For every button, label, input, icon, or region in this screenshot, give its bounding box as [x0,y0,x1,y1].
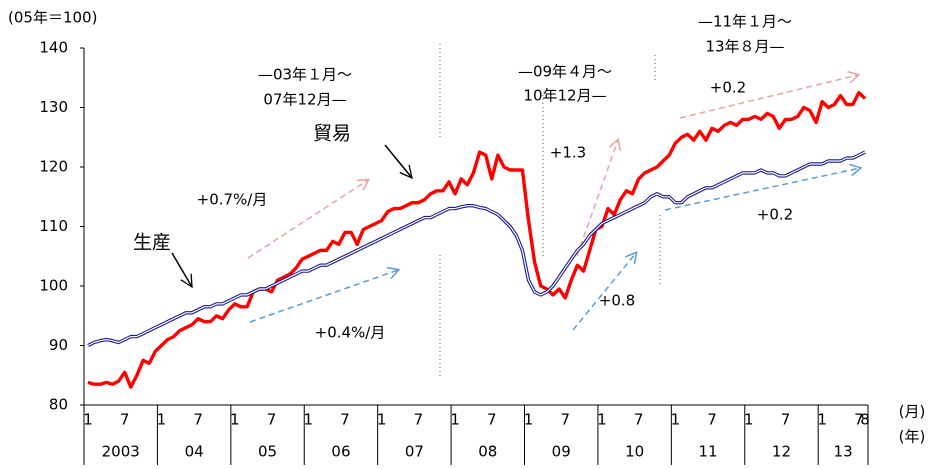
year-label: 13 [834,443,853,461]
x-tick-label: 1 [157,411,167,429]
year-label: 05 [258,443,277,461]
x-tick-label: 1 [377,411,387,429]
year-label: 06 [331,443,350,461]
trend-arrows [171,75,860,331]
year-label: 07 [405,443,424,461]
legend-label: 貿易 [313,123,351,145]
x-tick-label: 7 [193,411,203,429]
year-label: 11 [699,443,718,461]
annotation: +1.3 [550,144,586,162]
series-line [87,90,867,389]
month-unit: (月) [899,403,926,421]
year-label: 10 [625,443,644,461]
x-tick-label: 7 [340,411,350,429]
x-tick-label: 1 [303,411,313,429]
year-label: 08 [478,443,497,461]
series-line-inner [87,151,866,347]
y-tick-label: 90 [49,336,68,354]
y-axis-label: (05年＝100) [8,9,97,27]
x-tick-label: 1 [817,411,827,429]
annotation: —03年１月～ [258,66,352,84]
x-tick-label: 7 [414,411,424,429]
year-label: 12 [772,443,791,461]
x-tick-label: 1 [597,411,607,429]
x-tick-label: 7 [781,411,791,429]
annotation: 07年12月— [263,91,346,109]
y-tick-label: 100 [39,277,68,295]
annotation: —11年１月～ [698,13,792,31]
x-tick-label: 1 [83,411,93,429]
annotation: +0.2 [757,206,793,224]
x-tick-label: 1 [230,411,240,429]
annotation: +0.2 [710,79,746,97]
annotation: —09年４月～ [518,63,612,81]
annotation: +0.8 [599,292,635,310]
year-label: 04 [185,443,204,461]
y-tick-label: 130 [39,98,68,116]
x-tick-label: 1 [671,411,681,429]
year-label: 2003 [102,443,140,461]
y-tick-label: 140 [39,39,68,57]
year-label: 09 [552,443,571,461]
x-tick-label: 7 [707,411,717,429]
x-tick-label: 1 [744,411,754,429]
x-tick-label: 7 [854,411,864,429]
x-tick-label: 7 [487,411,497,429]
legend-label: 生産 [133,232,171,254]
annotation: +0.4%/月 [315,324,386,342]
x-tick-label: 1 [450,411,460,429]
y-tick-label: 120 [39,158,68,176]
x-tick-label: 8 [860,411,870,429]
x-tick-label: 7 [560,411,570,429]
x-tick-label: 7 [120,411,130,429]
annotation: 13年８月— [705,38,784,56]
annotation: 10年12月— [523,87,606,105]
y-tick-label: 110 [39,217,68,235]
x-tick-label: 7 [634,411,644,429]
y-tick-label: 80 [49,396,68,414]
x-tick-label: 7 [267,411,277,429]
annotation: +0.7%/月 [197,191,268,209]
x-tick-label: 1 [524,411,534,429]
series-line [87,150,866,348]
year-unit: (年) [899,428,926,446]
guides [439,44,661,378]
